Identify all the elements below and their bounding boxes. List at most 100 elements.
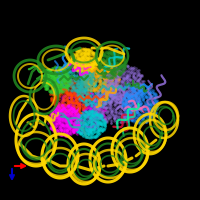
- Point: [82, 116, 85, 119]
- Point: [83, 84, 86, 87]
- Point: [136, 96, 140, 100]
- Point: [103, 74, 106, 77]
- Point: [113, 96, 116, 99]
- Point: [92, 129, 95, 132]
- Point: [128, 111, 131, 114]
- Point: [80, 64, 83, 67]
- Point: [88, 51, 91, 54]
- Point: [66, 79, 69, 82]
- Point: [68, 112, 71, 115]
- Point: [81, 94, 84, 97]
- Point: [135, 74, 138, 77]
- Point: [90, 91, 93, 95]
- Point: [109, 66, 112, 70]
- Point: [62, 78, 66, 81]
- Point: [79, 121, 83, 124]
- Point: [72, 69, 75, 72]
- Point: [139, 103, 142, 106]
- Point: [102, 82, 105, 85]
- Point: [76, 82, 79, 85]
- Point: [82, 77, 85, 80]
- Point: [64, 83, 67, 86]
- Point: [86, 72, 89, 75]
- Point: [87, 74, 90, 77]
- Point: [94, 96, 97, 100]
- Point: [59, 84, 62, 87]
- Point: [65, 79, 69, 82]
- Point: [83, 87, 87, 91]
- Point: [117, 87, 120, 91]
- Point: [84, 122, 87, 125]
- Point: [115, 61, 118, 64]
- Point: [66, 84, 69, 87]
- Point: [44, 79, 47, 82]
- Point: [85, 65, 88, 69]
- Point: [60, 75, 63, 78]
- Point: [65, 123, 68, 126]
- Point: [66, 83, 69, 87]
- Point: [124, 105, 127, 108]
- Point: [115, 68, 118, 71]
- Point: [110, 105, 113, 108]
- Point: [66, 129, 69, 132]
- Point: [71, 101, 74, 104]
- Point: [121, 65, 124, 68]
- Point: [90, 66, 93, 69]
- Point: [107, 75, 111, 78]
- Point: [107, 83, 110, 86]
- Point: [97, 75, 100, 78]
- Point: [71, 86, 74, 89]
- Point: [88, 133, 91, 136]
- Point: [70, 81, 73, 84]
- Point: [79, 65, 83, 68]
- Point: [149, 95, 152, 98]
- Point: [115, 94, 119, 97]
- Point: [107, 76, 110, 79]
- Point: [123, 108, 126, 112]
- Point: [86, 120, 89, 123]
- Point: [86, 99, 89, 103]
- Point: [88, 91, 91, 95]
- Point: [143, 113, 146, 116]
- Point: [86, 74, 90, 77]
- Point: [63, 106, 67, 109]
- Point: [90, 110, 93, 113]
- Point: [88, 113, 91, 116]
- Point: [107, 99, 110, 102]
- Point: [99, 54, 102, 58]
- Point: [73, 57, 76, 61]
- Point: [107, 116, 110, 119]
- Point: [102, 77, 105, 80]
- Point: [108, 92, 111, 95]
- Point: [60, 72, 63, 75]
- Point: [54, 78, 57, 82]
- Point: [97, 91, 100, 94]
- Point: [101, 105, 104, 108]
- Point: [82, 127, 85, 131]
- Point: [110, 71, 114, 74]
- Point: [132, 84, 136, 87]
- Point: [136, 110, 139, 114]
- Point: [64, 134, 67, 137]
- Point: [86, 93, 89, 97]
- Point: [86, 132, 90, 135]
- Point: [93, 106, 96, 109]
- Point: [95, 85, 98, 88]
- Point: [82, 57, 86, 60]
- Point: [56, 111, 60, 114]
- Point: [154, 100, 157, 104]
- Point: [112, 68, 115, 71]
- Point: [116, 54, 119, 57]
- Point: [141, 86, 144, 89]
- Point: [92, 106, 96, 109]
- Point: [77, 76, 80, 80]
- Point: [79, 75, 82, 78]
- Point: [59, 106, 62, 109]
- Point: [95, 133, 98, 137]
- Point: [101, 101, 104, 105]
- Point: [115, 60, 118, 63]
- Point: [80, 118, 83, 121]
- Point: [65, 89, 69, 92]
- Point: [129, 103, 132, 106]
- Point: [147, 86, 150, 89]
